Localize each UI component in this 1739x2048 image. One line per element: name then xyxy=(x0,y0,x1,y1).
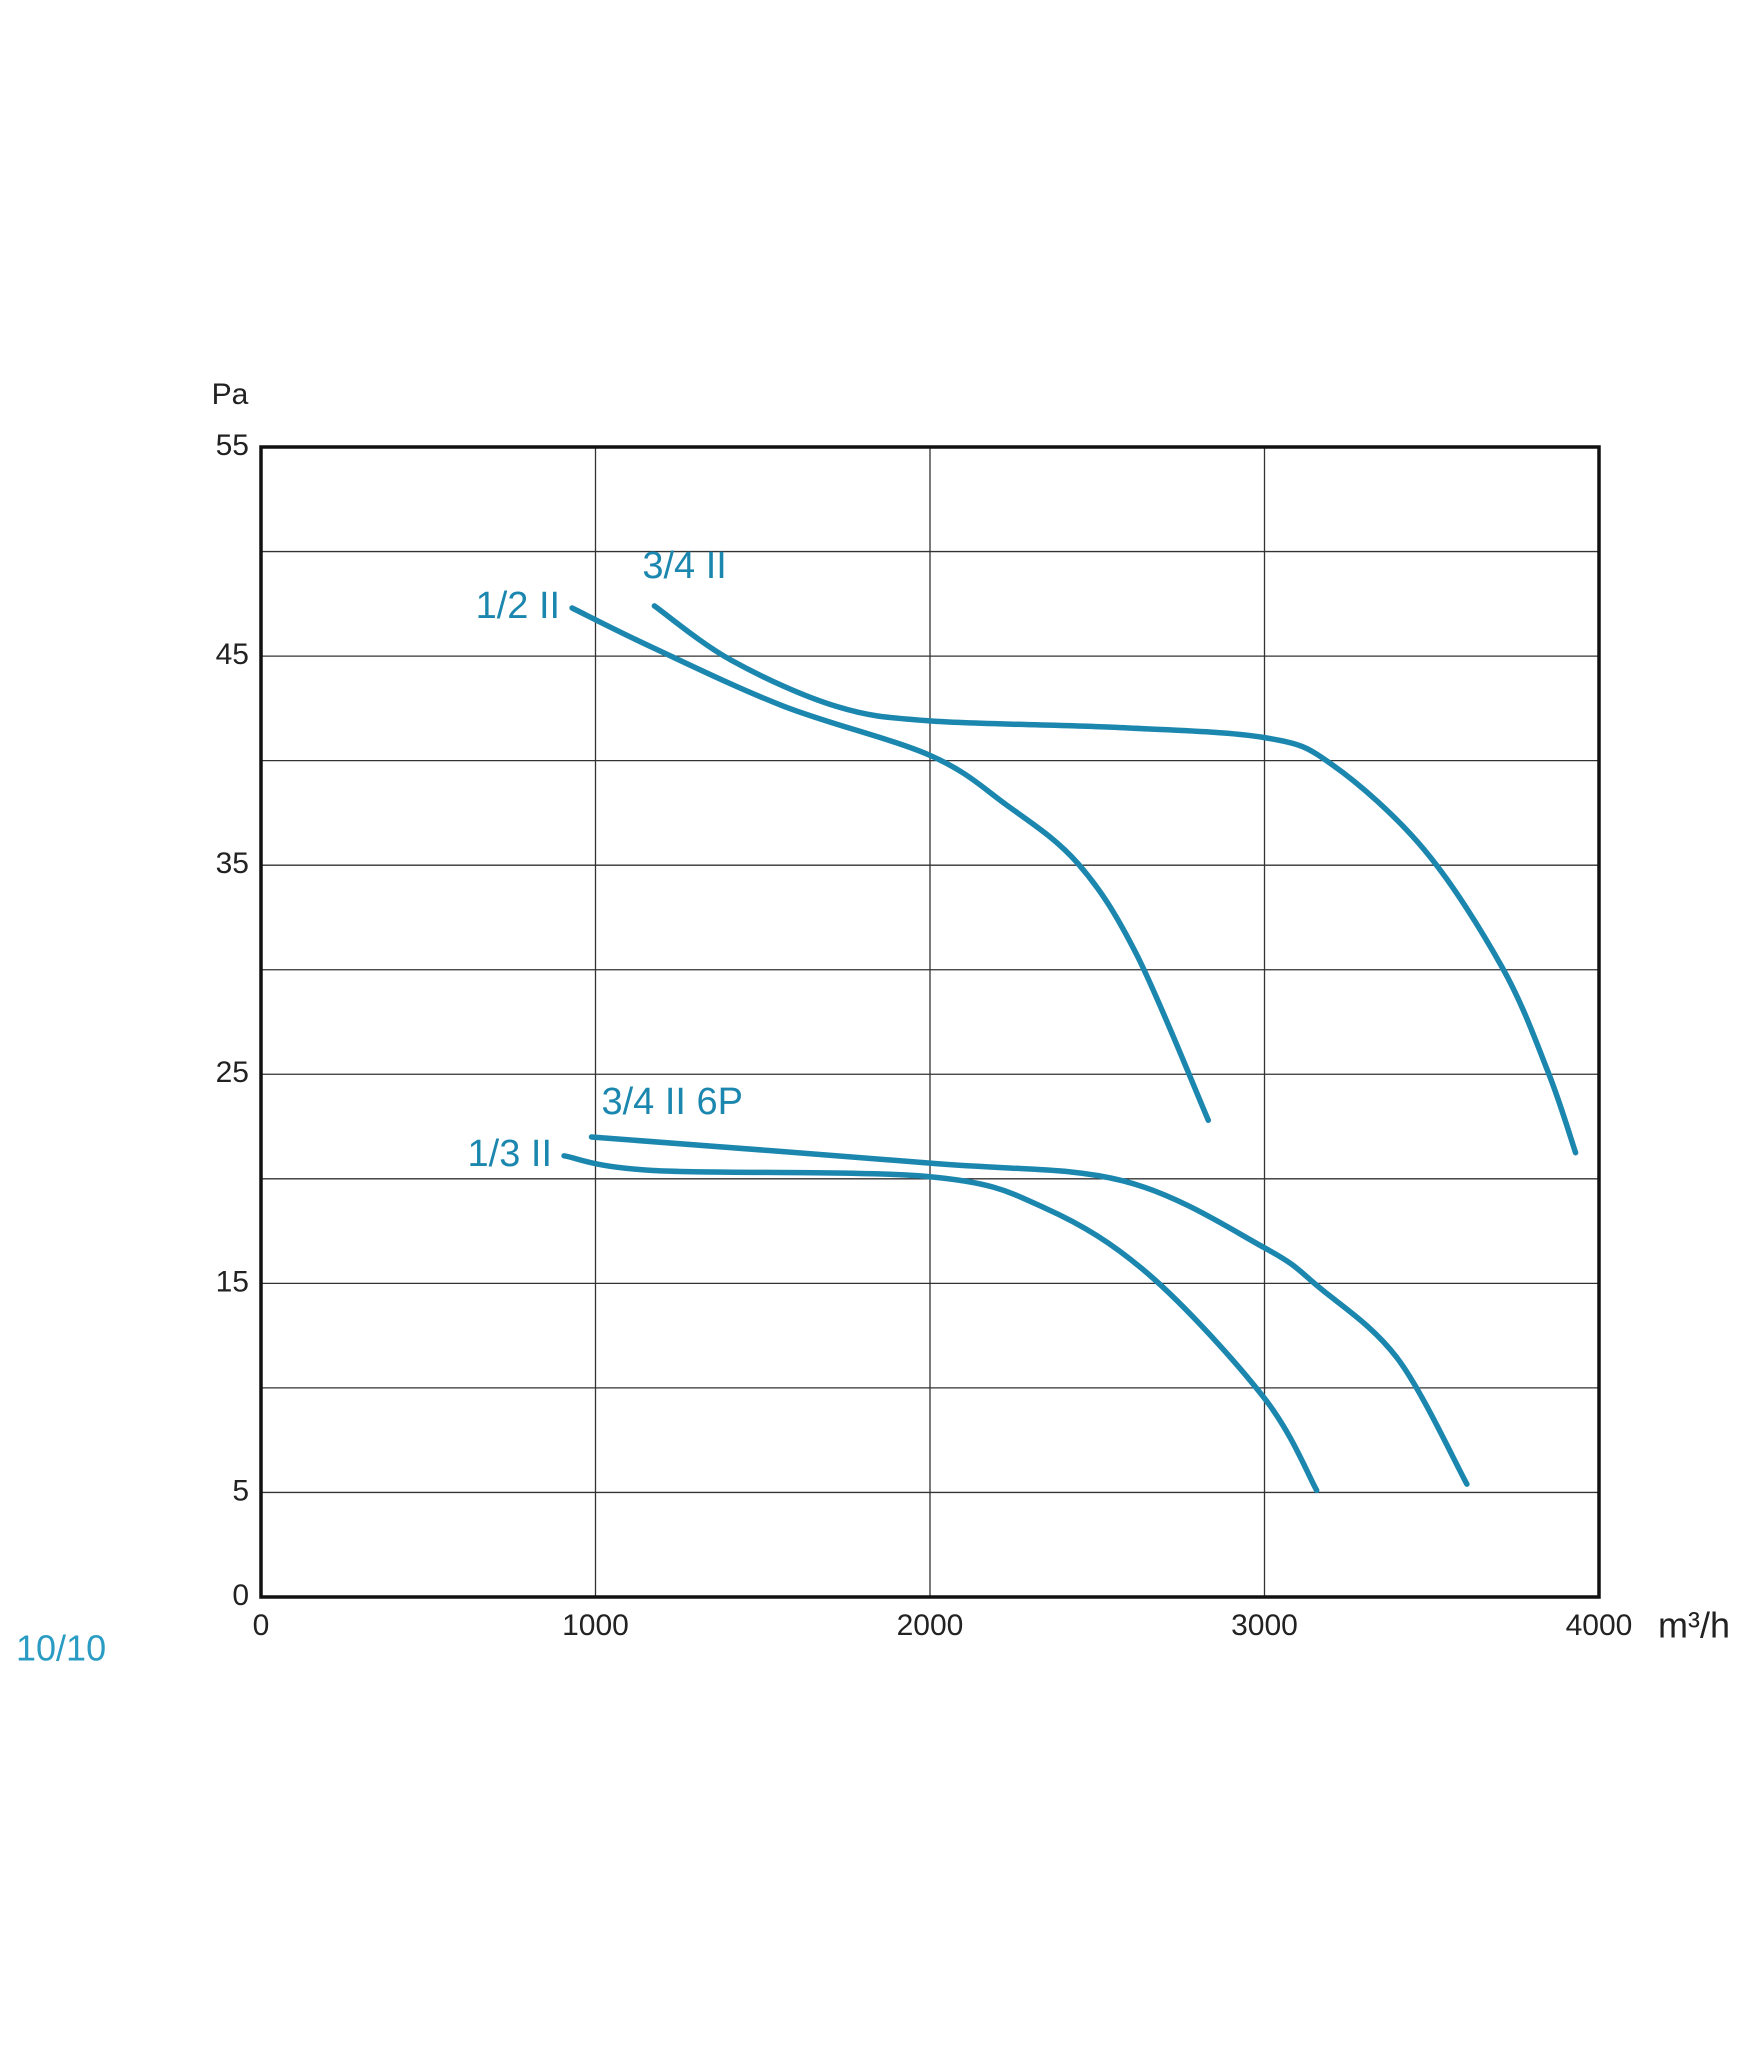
y-tick-label: 35 xyxy=(216,847,249,880)
x-tick-label: 2000 xyxy=(897,1609,964,1642)
x-tick-label: 1000 xyxy=(562,1609,629,1642)
page-label: 10/10 xyxy=(16,1628,106,1669)
x-tick-label: 3000 xyxy=(1231,1609,1298,1642)
series-label: 1/2 II xyxy=(476,585,561,627)
series-label: 3/4 II xyxy=(642,545,727,587)
series-line xyxy=(651,603,1579,1156)
series-line xyxy=(561,1153,1320,1494)
x-axis-label: m³/h xyxy=(1658,1605,1730,1646)
series-line xyxy=(588,1134,1470,1487)
x-tick-label: 0 xyxy=(253,1609,270,1642)
y-tick-label: 0 xyxy=(232,1579,249,1612)
x-tick-label: 4000 xyxy=(1566,1609,1633,1642)
series-label: 1/3 II xyxy=(468,1133,553,1175)
y-axis-label: Pa xyxy=(212,378,249,411)
y-tick-label: 5 xyxy=(232,1474,249,1507)
y-tick-label: 15 xyxy=(216,1265,249,1298)
series-line xyxy=(569,605,1212,1124)
y-tick-label: 25 xyxy=(216,1056,249,1089)
series-label: 3/4 II 6P xyxy=(601,1081,743,1123)
y-tick-label: 55 xyxy=(216,429,249,462)
plot-frame xyxy=(259,445,1601,1599)
y-tick-label: 45 xyxy=(216,638,249,671)
